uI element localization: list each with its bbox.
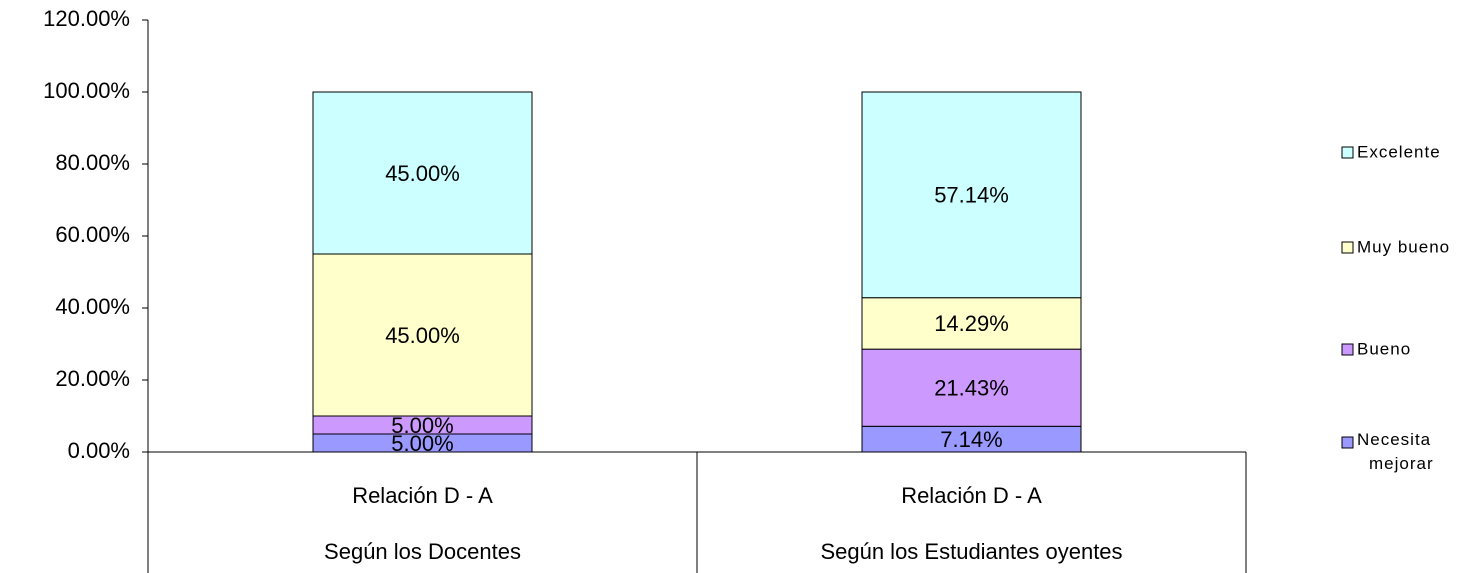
- bar-segment: [861, 91, 1082, 299]
- data-label: 5.00%: [391, 431, 453, 456]
- data-label: 21.43%: [934, 376, 1009, 401]
- legend-swatch: [1341, 241, 1354, 254]
- bar-segment: [861, 297, 1082, 350]
- data-label: 57.14%: [934, 183, 1009, 208]
- legend-swatch: [1341, 436, 1354, 449]
- x-tick-label: Relación D - A: [901, 483, 1042, 508]
- data-label: 45.00%: [385, 161, 460, 186]
- legend-label: Muy bueno: [1357, 237, 1450, 256]
- data-label: 7.14%: [940, 427, 1002, 452]
- legend-label: Necesita mejorar: [1357, 430, 1434, 473]
- y-tick-label: 60.00%: [55, 222, 130, 247]
- x-tick-label: Relación D - A: [352, 483, 493, 508]
- bar-segment: [312, 91, 533, 255]
- y-tick-label: 0.00%: [68, 438, 130, 463]
- y-tick-label: 40.00%: [55, 294, 130, 319]
- legend-swatch: [1341, 146, 1354, 159]
- data-label: 14.29%: [934, 311, 1009, 336]
- y-tick-label: 100.00%: [43, 78, 130, 103]
- data-label: 5.00%: [391, 413, 453, 438]
- x-tick-label: Según los Estudiantes oyentes: [820, 539, 1122, 564]
- legend-label: Bueno: [1357, 339, 1411, 358]
- y-tick-label: 120.00%: [43, 6, 130, 31]
- y-tick-label: 80.00%: [55, 150, 130, 175]
- legend-swatch: [1341, 343, 1354, 356]
- bar-segment: [312, 253, 533, 417]
- y-tick-label: 20.00%: [55, 366, 130, 391]
- x-tick-label: Según los Docentes: [324, 539, 521, 564]
- data-label: 45.00%: [385, 323, 460, 348]
- legend-label: Excelente: [1357, 142, 1441, 161]
